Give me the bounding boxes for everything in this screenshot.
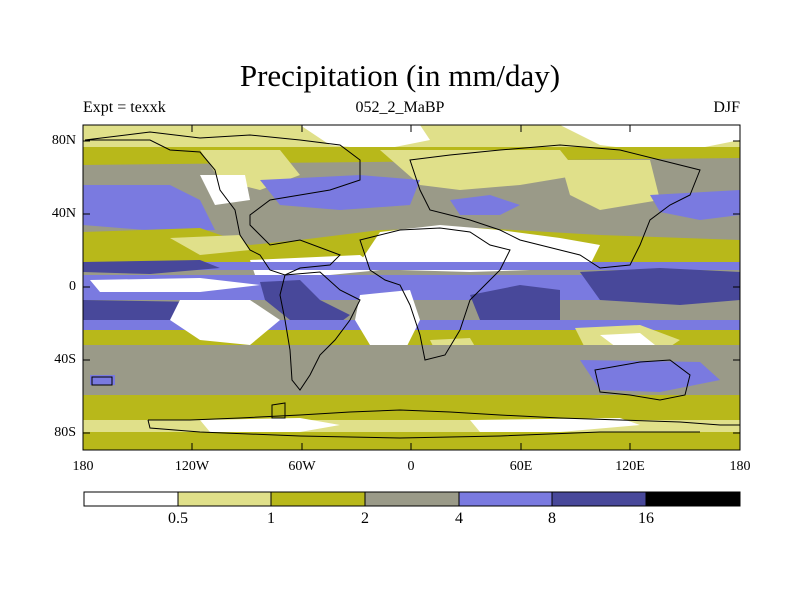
experiment-label: Expt = texxk (83, 99, 166, 116)
map-title: Precipitation (in mm/day) (239, 58, 561, 93)
lon-label-60e: 60E (509, 459, 533, 474)
mediterranean-storm (450, 195, 520, 215)
maritime-continent-wet (580, 268, 740, 305)
colorbar-bin-3 (365, 492, 459, 506)
colorbar-frame (83, 491, 741, 507)
africa-outline (359, 227, 511, 361)
south-atlantic-dry (355, 290, 420, 360)
south-olive-high (83, 395, 740, 420)
lon-label-180w: 180 (72, 459, 94, 474)
north-pacific-storm (83, 185, 215, 232)
south-gray-band (83, 345, 740, 395)
eq-pacific-dry (90, 278, 260, 292)
lat-label-40s: 40S (54, 352, 76, 367)
colorbar-label-0-5: 0.5 (168, 510, 188, 527)
colorbar-bin-2 (271, 492, 365, 506)
colorbar-bin-4 (459, 492, 552, 506)
coastline-outlines (84, 131, 740, 439)
antarctic-dry-2 (470, 418, 640, 432)
antarctic-olive (83, 432, 740, 450)
colorbar-label-1: 1 (267, 510, 275, 527)
colorbar-label-8: 8 (548, 510, 556, 527)
antarctic-peninsula-outline (271, 402, 286, 419)
lon-label-180e: 180 (729, 459, 751, 474)
lat-label-80s: 80S (54, 425, 76, 440)
australia-outline (594, 359, 691, 401)
lon-label-60w: 60W (288, 459, 316, 474)
colorbar-bin-0 (84, 492, 178, 506)
colorbar-label-16: 16 (638, 510, 654, 527)
lat-label-40n: 40N (51, 206, 76, 221)
antarctic-dry-1 (200, 418, 340, 432)
amazon-wet (260, 280, 350, 330)
colorbar-label-2: 2 (361, 510, 369, 527)
south-america-outline (279, 271, 361, 391)
itcz-north-edge (83, 262, 740, 270)
colorbar-bin-5 (552, 492, 646, 506)
lat-label-80n: 80N (51, 133, 76, 148)
itcz-main (83, 275, 740, 300)
southeast-pacific-dry (170, 300, 280, 345)
west-pacific-storm (650, 190, 740, 220)
precipitation-field (83, 125, 740, 450)
lat-label-0: 0 (69, 279, 76, 294)
asia-light (560, 160, 660, 210)
lon-label-120w: 120W (174, 459, 210, 474)
lon-label-0: 0 (407, 459, 415, 474)
new-zealand-outline (91, 376, 113, 386)
sahara-dry (360, 225, 600, 272)
itcz-east-pacific (83, 260, 220, 274)
subtropical-light-patch (170, 235, 250, 255)
australia-blue (580, 360, 720, 392)
north-atlantic-storm (260, 175, 420, 210)
colorbar-bin-1 (178, 492, 271, 506)
africa-wet (470, 285, 560, 328)
season-label: DJF (713, 99, 740, 116)
eurasia-light (380, 150, 580, 190)
na-dry-patch (200, 175, 250, 205)
north-dry-siberia (560, 125, 740, 150)
eurasia-outline (409, 144, 701, 269)
colorbar-bin-6 (646, 492, 740, 506)
colorbar (83, 491, 741, 507)
colorbar-label-4: 4 (455, 510, 463, 527)
axis-ticks (83, 125, 740, 450)
north-america-outline (84, 131, 361, 276)
period-label: 052_2_MaBP (355, 99, 445, 116)
antarctica-outline (147, 409, 740, 439)
lon-label-120e: 120E (615, 459, 645, 474)
